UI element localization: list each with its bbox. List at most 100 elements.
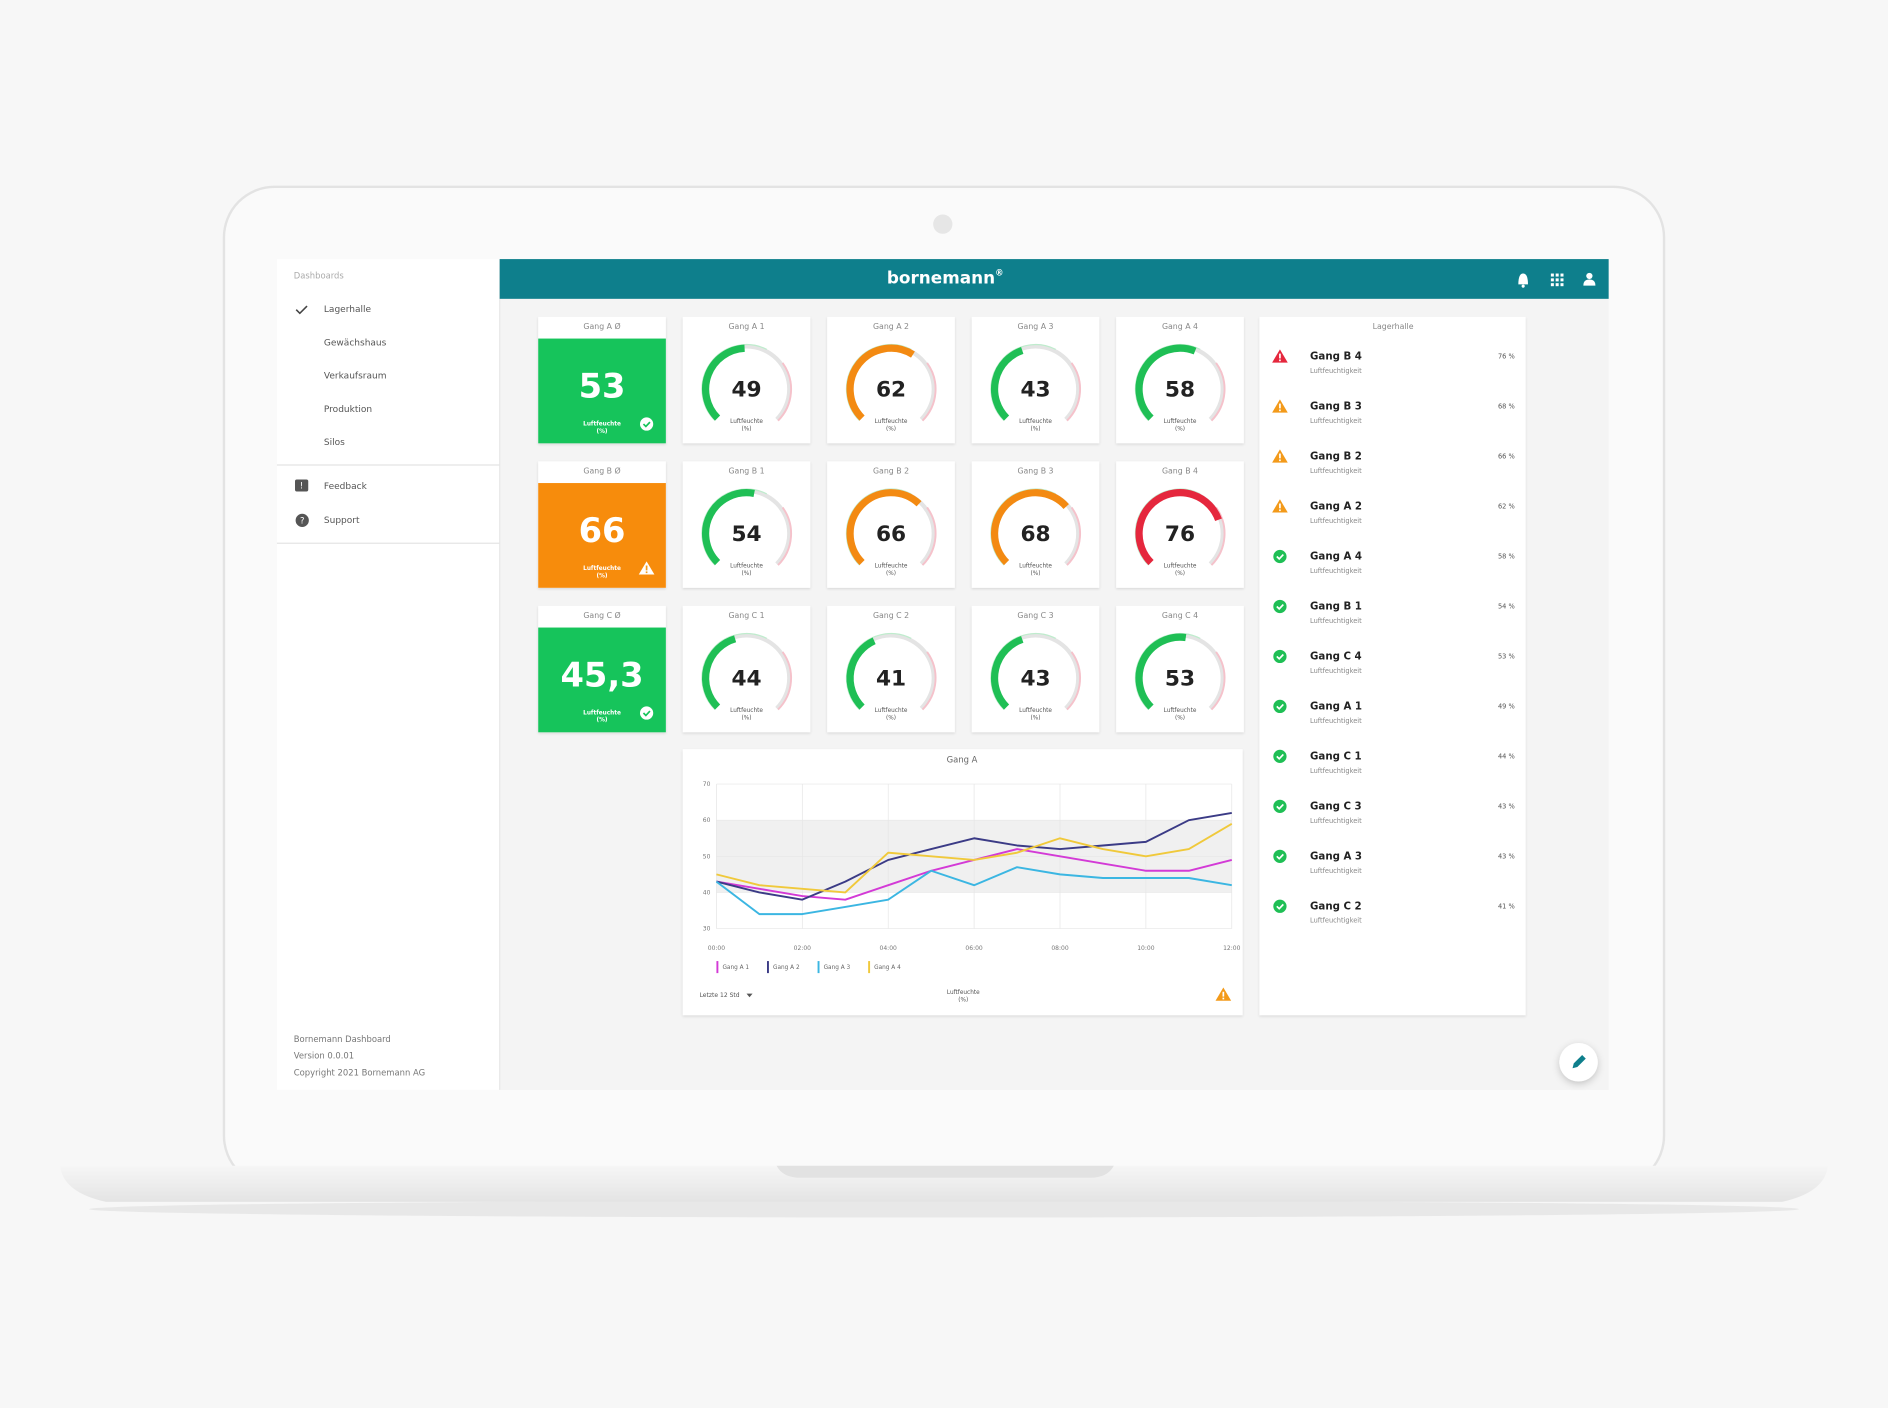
tile-label: Luftfeuchte: [730, 708, 763, 714]
tile-unit: (%): [886, 715, 896, 721]
list-item-name[interactable]: Gang C 3: [1310, 801, 1362, 812]
list-card: [1259, 316, 1526, 1016]
nav-link[interactable]: Feedback: [324, 482, 368, 492]
dropdown-caret[interactable]: [746, 993, 753, 998]
legend-swatch[interactable]: [767, 961, 769, 974]
list-item-name[interactable]: Gang C 2: [1310, 901, 1362, 912]
status-exclaim: [1279, 503, 1281, 509]
footer-text: Copyright 2021 Bornemann AG: [294, 1068, 425, 1078]
y-tick-label: 70: [703, 781, 711, 788]
tile-title: Gang B Ø: [583, 466, 620, 476]
status-exclaim-dot: [1222, 997, 1225, 1000]
gauge-arc: [990, 346, 1024, 421]
edit-button[interactable]: [1559, 1042, 1598, 1082]
status-exclaim: [1222, 991, 1225, 997]
gauge-arc: [701, 489, 755, 566]
status-check: [1276, 553, 1284, 561]
apps-dot: [1550, 283, 1554, 287]
list-item-metric: Luftfeuchtigkeit: [1310, 617, 1362, 625]
tile-title: Gang A 3: [1017, 322, 1053, 331]
nav-link[interactable]: Support: [324, 516, 360, 526]
pencil-icon: [1572, 1054, 1586, 1069]
list-item-name[interactable]: Gang C 4: [1310, 651, 1362, 662]
gauge-value: 49: [731, 377, 761, 402]
gauge-track-high: [777, 651, 793, 711]
list-item-name[interactable]: Gang B 4: [1310, 352, 1362, 363]
apps-button[interactable]: [1550, 273, 1564, 287]
list-item-name[interactable]: Gang B 1: [1310, 601, 1362, 612]
bell-button[interactable]: [1518, 273, 1528, 288]
status-check: [1276, 853, 1284, 860]
list-item-metric: Luftfeuchtigkeit: [1310, 467, 1362, 475]
legend-swatch[interactable]: [868, 961, 871, 974]
status-ok-icon: [1273, 849, 1287, 863]
list-item-name[interactable]: Gang C 1: [1310, 751, 1362, 762]
bell-clapper: [1521, 284, 1525, 288]
gauge-arc: [846, 344, 915, 421]
laptop-notch: [776, 1165, 1114, 1178]
list-item-metric: Luftfeuchtigkeit: [1310, 567, 1362, 575]
tile-label: Luftfeuchte: [583, 711, 621, 717]
list-item-name[interactable]: Gang A 2: [1310, 502, 1362, 513]
nav-item[interactable]: Silos: [324, 438, 345, 448]
legend-label[interactable]: Gang A 3: [824, 965, 851, 971]
status-exclaim: [645, 565, 648, 571]
status-check: [1276, 653, 1284, 661]
tile-label: Luftfeuchte: [1164, 708, 1197, 714]
tile-unit: (%): [886, 426, 896, 432]
tile-unit: (%): [1031, 715, 1041, 721]
status-check: [642, 421, 651, 428]
status-ok-icon: [1273, 599, 1287, 614]
status-check: [1276, 603, 1284, 611]
list-item-metric: Luftfeuchtigkeit: [1310, 917, 1362, 925]
nav-item[interactable]: Gewächshaus: [324, 338, 387, 348]
nav-item[interactable]: Lagerhalle: [324, 305, 372, 315]
footer-text: Bornemann Dashboard: [294, 1034, 391, 1044]
gauge-track-high: [777, 362, 793, 422]
y-tick-label: 40: [703, 889, 711, 896]
x-tick-label: 02:00: [794, 945, 812, 952]
list-item-name[interactable]: Gang A 3: [1310, 851, 1362, 862]
gauge-track-high: [1210, 651, 1226, 711]
legend-swatch[interactable]: [817, 961, 820, 974]
apps-dot: [1555, 283, 1559, 287]
legend-swatch[interactable]: [716, 961, 719, 974]
list-item-name[interactable]: Gang B 2: [1310, 452, 1362, 463]
gauge-value: 62: [876, 377, 906, 402]
legend-label[interactable]: Gang A 2: [773, 965, 800, 971]
gauge-value: 43: [1020, 666, 1050, 691]
status-exclaim-dot: [1279, 459, 1281, 462]
list-item-metric: Luftfeuchtigkeit: [1310, 767, 1362, 775]
legend-label[interactable]: Gang A 4: [874, 965, 901, 971]
tile-unit: (%): [1175, 426, 1185, 432]
gauge-track-high: [921, 506, 937, 566]
tile-label: Luftfeuchte: [583, 566, 621, 572]
tile-label: Luftfeuchte: [583, 422, 621, 428]
nav-item[interactable]: Verkaufsraum: [324, 372, 387, 382]
camera: [933, 214, 953, 234]
list-item-value: 62 %: [1498, 503, 1515, 511]
tile-unit: (%): [1175, 571, 1185, 577]
account-body: [1583, 279, 1596, 286]
x-tick-label: 12:00: [1223, 945, 1241, 952]
gauge-arc: [990, 489, 1069, 566]
account-button[interactable]: [1583, 272, 1596, 286]
footer-text: Version 0.0.01: [294, 1051, 354, 1061]
tile-title: Gang B 4: [1162, 467, 1198, 476]
list-item-name[interactable]: Gang A 1: [1310, 701, 1362, 712]
list-item-name[interactable]: Gang A 4: [1310, 552, 1362, 563]
period-select[interactable]: Letzte 12 Std: [700, 992, 740, 999]
tile-unit: (%): [597, 429, 608, 435]
status-ok-icon: [1273, 799, 1287, 813]
status-exclaim-dot: [645, 571, 648, 574]
tile-label: Luftfeuchte: [875, 419, 908, 425]
list-item-metric: Luftfeuchtigkeit: [1310, 817, 1362, 825]
x-tick-label: 06:00: [965, 945, 983, 952]
tile-title: Gang C 2: [873, 611, 909, 620]
tile-title: Gang A 2: [873, 322, 909, 331]
nav-item[interactable]: Produktion: [324, 405, 372, 415]
list-item-value: 49 %: [1498, 702, 1515, 710]
legend-label[interactable]: Gang A 1: [722, 965, 749, 971]
list-item-name[interactable]: Gang B 3: [1310, 402, 1362, 413]
